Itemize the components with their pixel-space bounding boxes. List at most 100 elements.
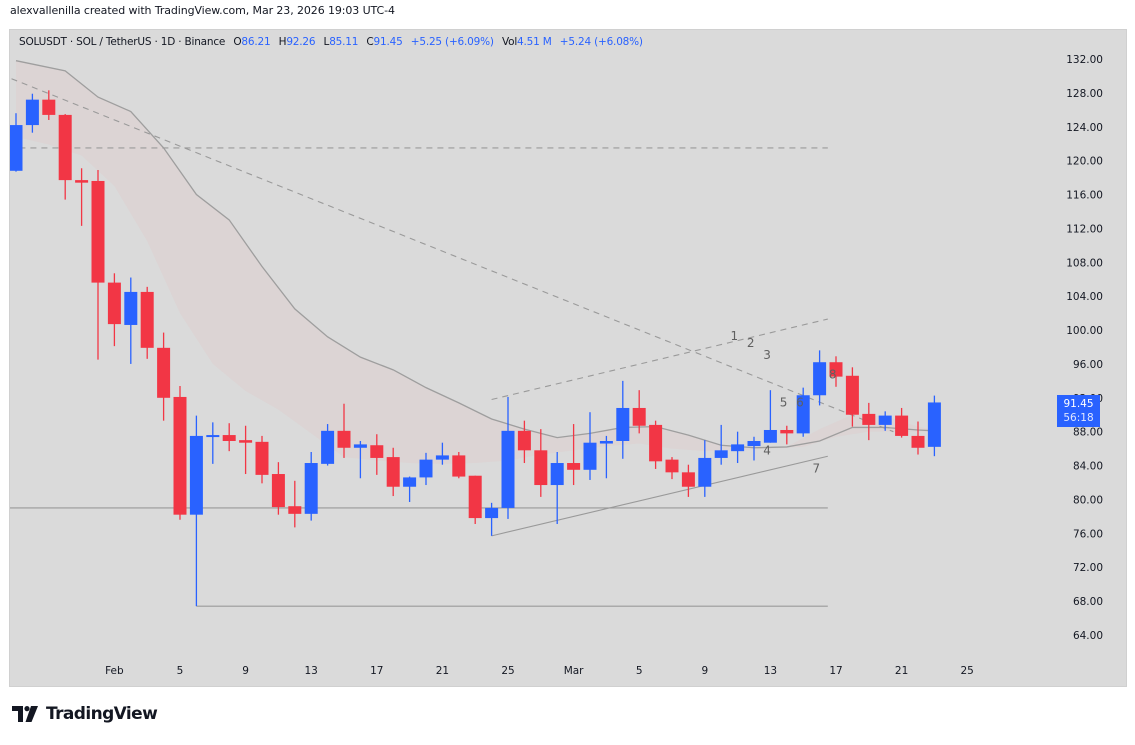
time-axis-label: 5 <box>636 665 643 677</box>
chart-frame[interactable]: SOLUSDT · SOL / TetherUS · 1D · Binance … <box>9 29 1127 687</box>
candle-feb-8[interactable] <box>222 423 236 452</box>
candle-feb-1[interactable] <box>107 273 121 347</box>
price-axis-label: 132.00 <box>1066 54 1103 66</box>
candle-feb-18[interactable] <box>386 447 400 497</box>
candle-mar-15[interactable] <box>796 387 810 437</box>
candle-jan-27[interactable] <box>25 93 39 133</box>
volume-change: +5.24 (+6.08%) <box>559 36 643 48</box>
candle-feb-6[interactable] <box>189 415 203 607</box>
candle-mar-12[interactable] <box>747 436 761 461</box>
candle-mar-8[interactable] <box>681 464 695 497</box>
tradingview-logo-icon <box>12 706 38 722</box>
candle-mar-5[interactable] <box>632 390 646 434</box>
candle-mar-22[interactable] <box>911 421 925 455</box>
trendline-lower-channel[interactable] <box>491 455 828 537</box>
tradingview-logo[interactable]: TradingView <box>12 704 158 724</box>
candle-jan-30[interactable] <box>75 168 89 226</box>
candle-mar-13[interactable] <box>763 390 777 443</box>
candle-feb-22[interactable] <box>452 452 466 479</box>
candle-feb-11[interactable] <box>271 462 285 515</box>
price-axis-label: 108.00 <box>1066 257 1103 269</box>
candle-feb-4[interactable] <box>157 332 171 421</box>
candle-feb-19[interactable] <box>403 476 417 502</box>
symbol-name[interactable]: SOLUSDT · SOL / TetherUS · 1D · Binance <box>19 36 226 48</box>
candle-feb-14[interactable] <box>321 424 335 466</box>
envelope-band <box>16 60 935 464</box>
candle-mar-23[interactable] <box>927 395 941 457</box>
price-axis-label: 120.00 <box>1066 156 1103 168</box>
candle-mar-21[interactable] <box>895 407 909 438</box>
wave-label-7: 7 <box>812 461 820 475</box>
candle-feb-10[interactable] <box>255 435 269 484</box>
candle-mar-2[interactable] <box>583 412 597 480</box>
candle-mar-4[interactable] <box>616 380 630 459</box>
candle-jan-29[interactable] <box>58 114 72 200</box>
low-label: L <box>323 36 330 48</box>
candle-mar-3[interactable] <box>599 435 613 479</box>
candle-feb-2[interactable] <box>124 277 138 364</box>
wave-label-2: 2 <box>747 336 755 350</box>
candle-feb-13[interactable] <box>304 452 318 521</box>
time-axis-label: 25 <box>501 665 514 677</box>
candle-feb-26[interactable] <box>517 420 531 464</box>
trendline-upper-channel[interactable] <box>491 318 828 401</box>
candle-mar-18[interactable] <box>845 367 859 427</box>
candle-mar-11[interactable] <box>731 431 745 464</box>
candle-jan-28[interactable] <box>42 90 56 120</box>
wave-label-3: 3 <box>763 348 771 362</box>
candle-feb-12[interactable] <box>288 480 302 528</box>
last-price: 91.45 <box>1063 398 1094 410</box>
price-axis-label: 112.00 <box>1066 223 1103 235</box>
candle-feb-15[interactable] <box>337 403 351 458</box>
candle-jan-26[interactable] <box>10 113 23 172</box>
candle-feb-16[interactable] <box>353 440 367 479</box>
candle-mar-10[interactable] <box>714 424 728 465</box>
candle-feb-17[interactable] <box>370 434 384 475</box>
time-axis-label: 9 <box>242 665 249 677</box>
time-axis-label: 13 <box>305 665 318 677</box>
close-label: C <box>366 36 374 48</box>
candle-mar-20[interactable] <box>878 411 892 431</box>
open-value: 86.21 <box>241 36 271 48</box>
time-axis-label: 9 <box>701 665 708 677</box>
candle-feb-5[interactable] <box>173 385 187 520</box>
trendline-long-downtrend[interactable] <box>0 38 894 433</box>
price-axis-label: 76.00 <box>1073 528 1103 540</box>
candle-feb-25[interactable] <box>501 396 515 519</box>
plot-area[interactable] <box>0 38 941 649</box>
candle-mar-14[interactable] <box>780 425 794 445</box>
time-axis-label: 25 <box>961 665 974 677</box>
candle-jan-31[interactable] <box>91 169 105 360</box>
candle-mar-17[interactable] <box>829 356 843 387</box>
price-axis-label: 88.00 <box>1073 427 1103 439</box>
price-axis-label: 84.00 <box>1073 461 1103 473</box>
price-axis-label: 96.00 <box>1073 359 1103 371</box>
wave-label-4: 4 <box>763 444 771 458</box>
candle-feb-27[interactable] <box>534 429 548 497</box>
candle-feb-7[interactable] <box>206 422 220 464</box>
candle-mar-6[interactable] <box>649 420 663 469</box>
moving-average-line <box>15 60 935 449</box>
price-axis-label: 68.00 <box>1073 596 1103 608</box>
candle-feb-24[interactable] <box>485 502 499 536</box>
high-value: 92.26 <box>286 36 316 48</box>
wave-label-8: 8 <box>829 367 837 381</box>
candle-feb-9[interactable] <box>239 425 253 475</box>
price-axis-label: 104.00 <box>1066 291 1103 303</box>
candle-mar-19[interactable] <box>862 402 876 441</box>
candle-feb-3[interactable] <box>140 286 154 359</box>
candle-mar-1[interactable] <box>567 424 581 486</box>
candle-mar-16[interactable] <box>813 350 827 406</box>
candle-feb-21[interactable] <box>435 442 449 465</box>
price-axis-label: 72.00 <box>1073 562 1103 574</box>
volume-label: Vol <box>501 36 518 48</box>
candle-feb-28[interactable] <box>550 452 564 525</box>
candle-mar-7[interactable] <box>665 457 679 480</box>
time-axis-label: 17 <box>370 665 383 677</box>
candle-feb-20[interactable] <box>419 452 433 486</box>
tradingview-wordmark: TradingView <box>46 704 158 724</box>
candle-mar-9[interactable] <box>698 440 712 497</box>
candle-feb-23[interactable] <box>468 475 482 525</box>
price-axis-label: 116.00 <box>1066 190 1103 202</box>
